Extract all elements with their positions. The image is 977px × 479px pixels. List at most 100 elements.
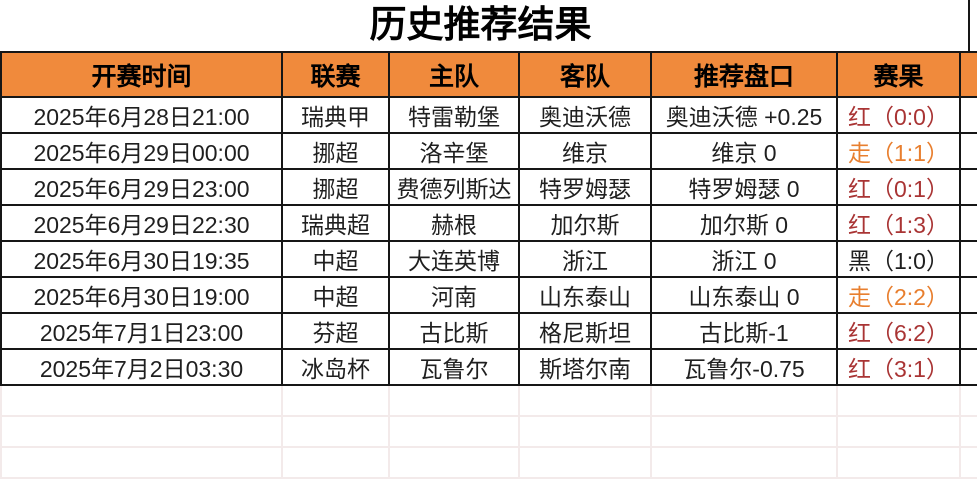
table-row: 2025年6月28日21:00 瑞典甲 特雷勒堡 奥迪沃德 奥迪沃德 +0.25 红（0:…	[0, 96, 977, 134]
cell-kickoff-time: 2025年7月2日03:30	[0, 348, 283, 386]
table-row: 2025年6月29日22:30 瑞典超 赫根 加尔斯 加尔斯 0 红（1:3）	[0, 204, 977, 242]
empty-cell	[0, 446, 283, 479]
cell-home-team: 河南	[388, 276, 520, 314]
cell-kickoff-time: 2025年6月29日23:00	[0, 168, 283, 206]
cell-league: 中超	[281, 276, 390, 314]
cell-home-team: 大连英博	[388, 240, 520, 278]
cell-kickoff-time: 2025年6月29日00:00	[0, 132, 283, 170]
col-header-result: 赛果	[836, 51, 961, 98]
table-body: 2025年6月28日21:00 瑞典甲 特雷勒堡 奥迪沃德 奥迪沃德 +0.25 红（0:…	[0, 96, 977, 479]
cell-handicap: 维京 0	[650, 132, 838, 170]
cutoff-cell	[959, 276, 977, 314]
cell-home-team: 瓦鲁尔	[388, 348, 520, 386]
cell-away-team: 格尼斯坦	[518, 312, 652, 350]
empty-cell	[650, 415, 838, 448]
cell-league: 冰岛杯	[281, 348, 390, 386]
cell-home-team: 费德列斯达	[388, 168, 520, 206]
cell-result: 走（1:1）	[836, 132, 961, 170]
empty-cell	[281, 415, 390, 448]
cell-handicap: 浙江 0	[650, 240, 838, 278]
cell-kickoff-time: 2025年7月1日23:00	[0, 312, 283, 350]
cell-result: 黑（1:0）	[836, 240, 961, 278]
empty-cell	[518, 446, 652, 479]
cell-league: 瑞典甲	[281, 96, 390, 134]
cell-league: 挪超	[281, 132, 390, 170]
empty-cell	[0, 415, 283, 448]
cell-kickoff-time: 2025年6月30日19:35	[0, 240, 283, 278]
cutoff-cell	[959, 204, 977, 242]
empty-cell	[388, 384, 520, 417]
empty-cell	[281, 384, 390, 417]
empty-cell	[518, 384, 652, 417]
header-row: 开赛时间 联赛 主队 客队 推荐盘口 赛果	[0, 51, 977, 98]
col-header-kickoff-time: 开赛时间	[0, 51, 283, 98]
cutoff-cell	[959, 312, 977, 350]
col-header-league: 联赛	[281, 51, 390, 98]
empty-row	[0, 415, 977, 448]
cutoff-cell	[959, 168, 977, 206]
results-table: 开赛时间 联赛 主队 客队 推荐盘口 赛果 2025年6月28日21:00 瑞典甲…	[0, 51, 977, 479]
cell-result: 红（0:1）	[836, 168, 961, 206]
cell-league: 中超	[281, 240, 390, 278]
cell-league: 瑞典超	[281, 204, 390, 242]
top-right-border-line	[968, 0, 970, 51]
col-header-home-team: 主队	[388, 51, 520, 98]
cell-away-team: 加尔斯	[518, 204, 652, 242]
cell-away-team: 维京	[518, 132, 652, 170]
cell-away-team: 特罗姆瑟	[518, 168, 652, 206]
cell-away-team: 斯塔尔南	[518, 348, 652, 386]
cell-result: 红（1:3）	[836, 204, 961, 242]
cell-handicap: 瓦鲁尔-0.75	[650, 348, 838, 386]
cell-handicap: 奥迪沃德 +0.25	[650, 96, 838, 134]
results-table-wrap: 开赛时间 联赛 主队 客队 推荐盘口 赛果 2025年6月28日21:00 瑞典甲…	[0, 51, 977, 479]
cell-handicap: 特罗姆瑟 0	[650, 168, 838, 206]
cell-home-team: 特雷勒堡	[388, 96, 520, 134]
cell-handicap: 山东泰山 0	[650, 276, 838, 314]
table-row: 2025年7月2日03:30 冰岛杯 瓦鲁尔 斯塔尔南 瓦鲁尔-0.75 红（3:1）	[0, 348, 977, 386]
page-title: 历史推荐结果	[369, 4, 592, 45]
col-header-handicap: 推荐盘口	[650, 51, 838, 98]
cutoff-cell	[959, 132, 977, 170]
empty-cell	[836, 446, 961, 479]
cell-league: 芬超	[281, 312, 390, 350]
cell-league: 挪超	[281, 168, 390, 206]
cell-away-team: 浙江	[518, 240, 652, 278]
cell-kickoff-time: 2025年6月30日19:00	[0, 276, 283, 314]
cutoff-cell	[959, 96, 977, 134]
empty-cell	[959, 446, 977, 479]
cell-away-team: 奥迪沃德	[518, 96, 652, 134]
empty-cell	[0, 384, 283, 417]
table-row: 2025年6月29日00:00 挪超 洛辛堡 维京 维京 0 走（1:1）	[0, 132, 977, 170]
cell-home-team: 古比斯	[388, 312, 520, 350]
table-header: 开赛时间 联赛 主队 客队 推荐盘口 赛果	[0, 51, 977, 98]
cell-home-team: 洛辛堡	[388, 132, 520, 170]
empty-cell	[836, 384, 961, 417]
cell-result: 走（2:2）	[836, 276, 961, 314]
cutoff-cell	[959, 240, 977, 278]
empty-cell	[281, 446, 390, 479]
empty-cell	[836, 415, 961, 448]
cell-result: 红（3:1）	[836, 348, 961, 386]
col-header-away-team: 客队	[518, 51, 652, 98]
cell-kickoff-time: 2025年6月28日21:00	[0, 96, 283, 134]
cell-handicap: 古比斯-1	[650, 312, 838, 350]
empty-cell	[650, 446, 838, 479]
cell-away-team: 山东泰山	[518, 276, 652, 314]
empty-cell	[650, 384, 838, 417]
cutoff-cell	[959, 348, 977, 386]
empty-cell	[388, 415, 520, 448]
empty-row	[0, 384, 977, 417]
cell-handicap: 加尔斯 0	[650, 204, 838, 242]
empty-cell	[959, 384, 977, 417]
empty-cell	[518, 415, 652, 448]
empty-row	[0, 446, 977, 479]
table-row: 2025年6月30日19:35 中超 大连英博 浙江 浙江 0 黑（1:0）	[0, 240, 977, 278]
cutoff-header-cell	[959, 51, 977, 98]
table-row: 2025年6月30日19:00 中超 河南 山东泰山 山东泰山 0 走（2:2）	[0, 276, 977, 314]
empty-cell	[388, 446, 520, 479]
table-row: 2025年7月1日23:00 芬超 古比斯 格尼斯坦 古比斯-1 红（6:2）	[0, 312, 977, 350]
cell-result: 红（0:0）	[836, 96, 961, 134]
cell-home-team: 赫根	[388, 204, 520, 242]
empty-cell	[959, 415, 977, 448]
